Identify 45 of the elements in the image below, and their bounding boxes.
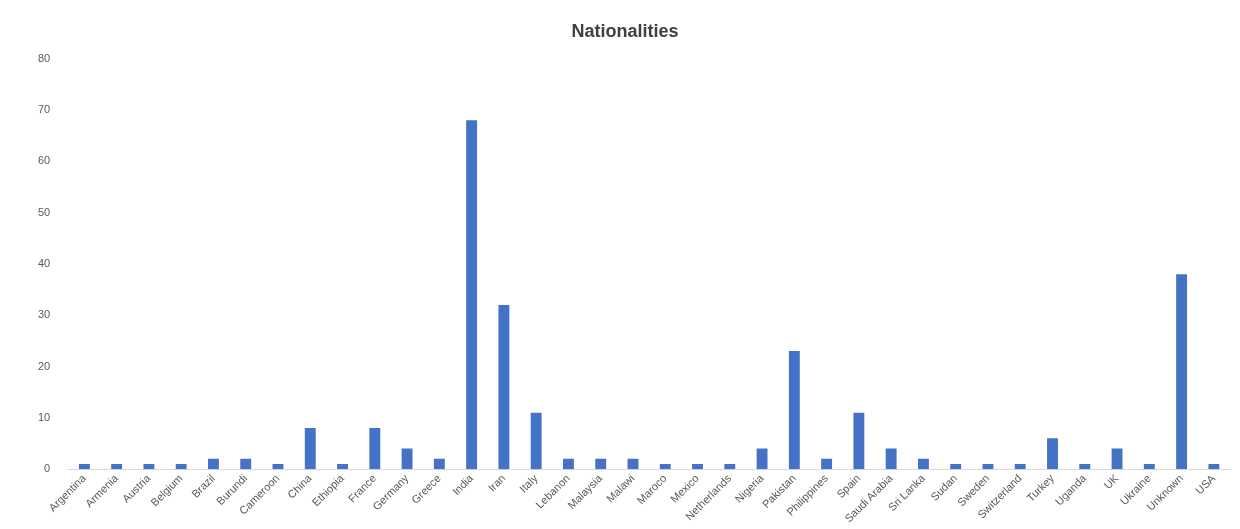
bar (304, 428, 316, 470)
bar (208, 458, 219, 470)
y-tick-label: 40 (37, 256, 51, 269)
y-tick-label: 30 (37, 308, 51, 321)
bar (78, 464, 90, 470)
bar (1176, 274, 1188, 470)
bar (1143, 464, 1155, 470)
bar (401, 448, 413, 470)
y-tick-label: 60 (37, 154, 51, 167)
x-tick-label: USA (1192, 471, 1218, 497)
bar (1047, 438, 1058, 470)
bar (369, 428, 381, 470)
bar (143, 464, 155, 470)
bar (853, 412, 865, 470)
bar (1079, 464, 1091, 470)
y-tick-label: 0 (44, 462, 51, 475)
x-tick-label: UK (1101, 471, 1122, 492)
bar (885, 448, 897, 470)
y-tick-label: 10 (37, 410, 51, 423)
bar (498, 304, 510, 470)
bar (756, 448, 768, 470)
bar (917, 458, 929, 470)
bar (659, 464, 671, 470)
bar (240, 458, 252, 470)
bar (692, 464, 703, 470)
bar (724, 464, 736, 470)
chart-title: Nationalities (571, 20, 679, 41)
bar (337, 464, 348, 470)
bar (562, 458, 574, 470)
bar (1208, 464, 1220, 470)
y-tick-label: 80 (37, 51, 51, 64)
y-tick-label: 50 (37, 205, 51, 218)
bar (111, 464, 123, 470)
bar (788, 351, 800, 470)
bar (175, 464, 187, 470)
y-tick-label: 70 (37, 102, 51, 115)
y-tick-label: 20 (37, 359, 51, 372)
bar (950, 464, 962, 470)
bar (530, 412, 542, 470)
bar (821, 458, 833, 470)
bar (1014, 464, 1026, 470)
bar (466, 120, 478, 470)
bar (433, 458, 445, 470)
bar (595, 458, 607, 470)
x-tick-label: Iran (485, 471, 508, 494)
